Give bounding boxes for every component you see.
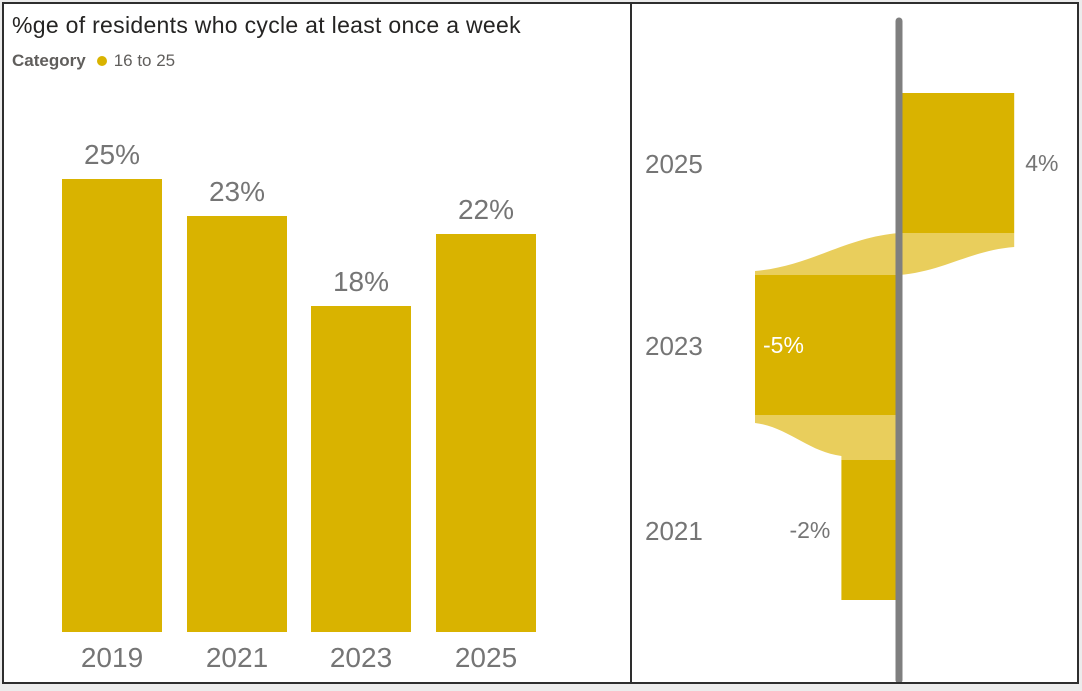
bar-chart-visual: %ge of residents who cycle at least once… bbox=[4, 4, 630, 682]
legend-item-label[interactable]: 16 to 25 bbox=[113, 51, 176, 70]
chart-title: %ge of residents who cycle at least once… bbox=[12, 12, 521, 38]
bar-value-label: 22% bbox=[457, 194, 515, 225]
x-axis-label-2021: 2021 bbox=[205, 642, 269, 673]
ribbon-2023-2021[interactable] bbox=[755, 415, 899, 460]
change-value-label-2023: -5% bbox=[763, 332, 804, 358]
ribbon-plot-area: 2025 4% 2023 -5% 2021 -2% bbox=[645, 17, 1058, 684]
legend: Category 16 to 25 bbox=[12, 51, 175, 71]
bar-2021[interactable] bbox=[187, 216, 287, 632]
y-axis-label-2023: 2023 bbox=[645, 331, 703, 361]
x-axis-label-2019: 2019 bbox=[80, 642, 144, 673]
x-axis-label-2023: 2023 bbox=[329, 642, 393, 673]
ribbon-2025-2023[interactable] bbox=[755, 233, 1015, 275]
y-axis-label-2025: 2025 bbox=[645, 149, 703, 179]
bar-plot-area: 25% 2019 23% 2021 18% 2023 22% 2025 bbox=[4, 4, 630, 682]
change-value-label-2025: 4% bbox=[1025, 150, 1058, 176]
bar-value-label: 23% bbox=[208, 176, 266, 207]
bar-2025[interactable] bbox=[436, 234, 536, 632]
bar-value-label: 25% bbox=[83, 139, 141, 170]
panel-divider bbox=[630, 4, 632, 682]
legend-dot-icon bbox=[96, 56, 107, 66]
change-bar-2025[interactable] bbox=[899, 93, 1015, 233]
change-bar-2023[interactable] bbox=[755, 275, 899, 415]
bar-value-label: 18% bbox=[332, 266, 390, 297]
legend-title: Category bbox=[12, 51, 86, 70]
report-canvas: %ge of residents who cycle at least once… bbox=[4, 4, 1077, 684]
y-axis-label-2021: 2021 bbox=[645, 516, 703, 546]
change-bar-2021[interactable] bbox=[841, 460, 899, 600]
change-value-label-2021: -2% bbox=[789, 517, 830, 543]
bar-2023[interactable] bbox=[311, 306, 411, 632]
x-axis-label-2025: 2025 bbox=[454, 642, 518, 673]
change-ribbon-visual: 2025 4% 2023 -5% 2021 -2% bbox=[632, 4, 1077, 684]
bar-2019[interactable] bbox=[62, 179, 162, 632]
